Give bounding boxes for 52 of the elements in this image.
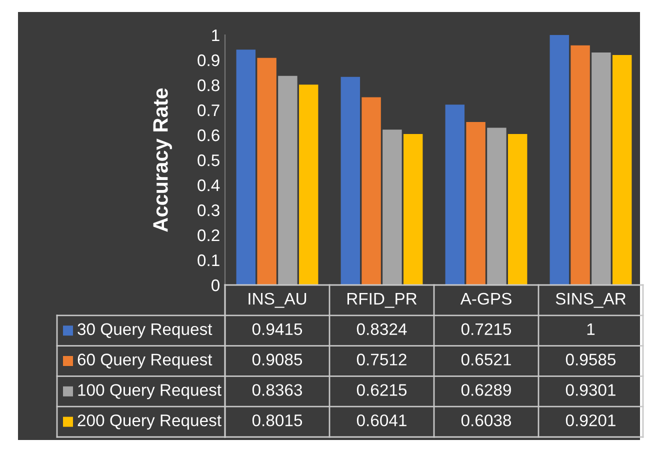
y-tick-label: 0.6 — [198, 129, 220, 142]
data-label: 0.9301 — [566, 384, 616, 396]
bar — [466, 122, 486, 285]
y-tick-label: 0.2 — [198, 229, 220, 242]
data-label: 0.8324 — [356, 323, 407, 336]
bar — [278, 76, 298, 285]
bar — [403, 134, 423, 285]
bar — [508, 134, 528, 285]
y-tick-label: 0.8 — [198, 79, 220, 92]
data-label: 0.6041 — [356, 414, 406, 426]
y-tick-label: 1 — [212, 30, 220, 42]
bar — [550, 35, 570, 285]
y-axis-title: Accuracy Rate — [153, 88, 172, 232]
y-tick-label: 0.3 — [198, 204, 220, 216]
data-label: 0.8015 — [252, 414, 302, 426]
data-label: 0.6038 — [461, 414, 512, 426]
bar — [340, 76, 360, 285]
x-tick-label: INS_AU — [248, 292, 306, 308]
data-label: 0.8363 — [252, 384, 302, 396]
bar — [487, 128, 506, 285]
legend-label: 100 Query Request — [78, 384, 222, 400]
bar — [612, 54, 632, 285]
bar — [257, 58, 276, 285]
data-label: 0.6521 — [461, 354, 511, 366]
data-label: 0.9201 — [566, 414, 616, 426]
bar — [362, 97, 381, 285]
bar — [382, 130, 402, 285]
y-tick-label: 0 — [212, 279, 220, 292]
data-label: 1 — [587, 323, 595, 335]
data-label: 0.7215 — [461, 323, 512, 336]
data-label: 0.9085 — [252, 354, 302, 366]
bar — [592, 52, 611, 285]
bar — [236, 50, 256, 285]
y-tick-label: 0.4 — [198, 179, 220, 192]
y-tick-label: 0.9 — [198, 54, 220, 66]
legend-label: 60 Query Request — [78, 354, 212, 369]
y-tick-label: 0.7 — [198, 104, 220, 116]
bar — [570, 45, 590, 285]
data-label: 0.7512 — [356, 354, 406, 366]
data-label: 0.9585 — [566, 354, 616, 366]
x-tick-label: A-GPS — [460, 292, 512, 305]
bar — [445, 104, 465, 285]
x-tick-label: SINS_AR — [556, 292, 626, 308]
data-label: 0.9415 — [252, 323, 302, 336]
x-tick-label: RFID_PR — [347, 293, 417, 308]
data-label: 0.6289 — [461, 384, 511, 396]
y-tick-label: 0.5 — [198, 154, 220, 166]
legend-label: 200 Query Request — [78, 414, 222, 430]
data-label: 0.6215 — [356, 384, 407, 396]
legend-label: 30 Query Request — [78, 323, 212, 338]
bar — [298, 84, 318, 285]
y-tick-label: 0.1 — [198, 254, 220, 266]
